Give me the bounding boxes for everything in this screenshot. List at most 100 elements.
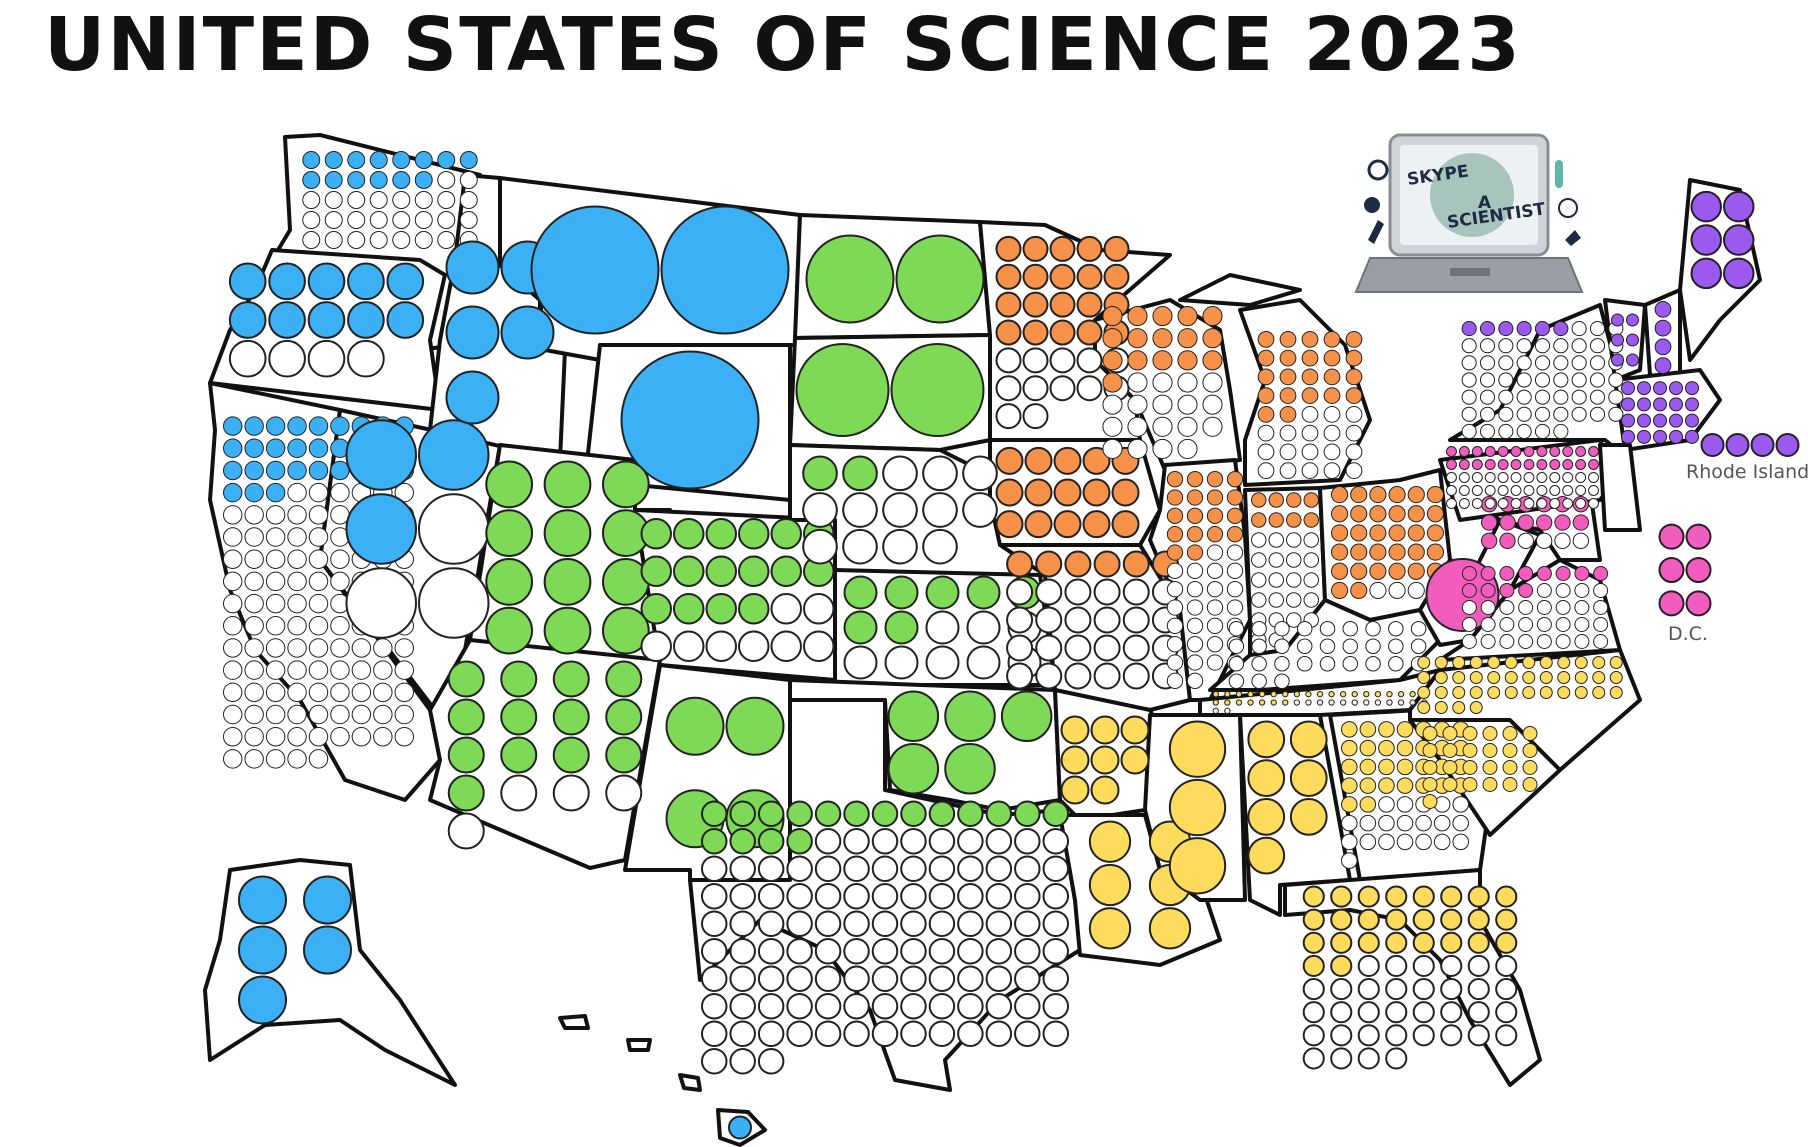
- dot-oregon: [228, 339, 267, 378]
- dot-kentucky: [1251, 638, 1267, 654]
- dot-california: [351, 682, 372, 703]
- dot-north-carolina: [1504, 686, 1518, 699]
- dot-pennsylvania: [1497, 459, 1509, 470]
- dot-florida: [1495, 931, 1518, 954]
- dot-florida: [1440, 954, 1463, 977]
- dot-new-york: [1553, 321, 1569, 337]
- dot-wisconsin: [1202, 416, 1223, 437]
- dot-texas: [729, 1020, 756, 1047]
- dot-virginia: [1555, 583, 1571, 598]
- dot-south-carolina: [1482, 760, 1498, 775]
- dot-florida: [1385, 1024, 1408, 1047]
- dot-new-york: [1479, 389, 1496, 405]
- dot-tennessee: [1235, 699, 1243, 706]
- dot-kentucky: [1274, 621, 1290, 637]
- dot-arizona: [605, 774, 643, 812]
- dot-new-york: [1461, 389, 1477, 405]
- dot-georgia: [1341, 833, 1358, 851]
- dot-ohio: [1388, 562, 1406, 580]
- dot-colorado: [770, 630, 802, 662]
- dot-south-carolina: [1462, 726, 1478, 741]
- dot-texas: [871, 855, 899, 882]
- dot-minnesota: [1076, 263, 1103, 290]
- dot-vermont: [1611, 313, 1624, 327]
- dot-virginia: [1461, 566, 1477, 581]
- dot-texas: [814, 855, 842, 882]
- dot-texas: [729, 938, 756, 965]
- dot-kentucky: [1319, 621, 1336, 637]
- dot-california: [308, 438, 329, 459]
- dot-california: [330, 704, 350, 725]
- dot-colorado: [738, 555, 770, 587]
- dot-iowa: [995, 446, 1024, 475]
- dot-washington: [324, 231, 343, 249]
- dot-south-carolina: [1422, 743, 1438, 758]
- dot-iowa: [1024, 446, 1053, 475]
- dot-california: [287, 749, 307, 769]
- dot-new-york: [1498, 372, 1514, 388]
- dot-florida: [1385, 1047, 1408, 1070]
- dot-georgia: [1359, 777, 1377, 794]
- dot-michigan: [1345, 387, 1363, 404]
- dot-florida: [1385, 954, 1408, 977]
- dot-massachusetts: [1685, 381, 1699, 396]
- dot-florida: [1385, 885, 1408, 908]
- dot-oregon: [347, 301, 385, 339]
- dot-utah: [485, 558, 534, 606]
- dot-washington: [414, 171, 433, 189]
- dot-colorado: [673, 630, 705, 662]
- dot-virginia: [1461, 583, 1477, 598]
- dot-california: [287, 726, 307, 747]
- dot-texas: [1014, 1020, 1041, 1047]
- dot-california: [330, 638, 350, 658]
- dot-south-carolina: [1422, 794, 1438, 809]
- dot-idaho: [445, 370, 500, 425]
- dot-massachusetts: [1653, 381, 1667, 396]
- dot-texas: [871, 1020, 899, 1047]
- dot-wisconsin: [1177, 438, 1198, 459]
- dot-california: [244, 482, 264, 503]
- dot-texas: [757, 910, 785, 937]
- dot-texas: [871, 993, 899, 1020]
- dot-arizona: [447, 698, 485, 736]
- dot-massachusetts: [1685, 413, 1699, 428]
- dot-california: [308, 416, 329, 436]
- dot-south-carolina: [1522, 726, 1538, 741]
- dot-dc: [1685, 590, 1712, 617]
- dot-south-carolina: [1502, 777, 1518, 792]
- dot-pennsylvania: [1536, 459, 1548, 470]
- dot-minnesota: [1049, 375, 1076, 402]
- dot-indiana: [1268, 512, 1284, 528]
- dot-tennessee: [1293, 691, 1301, 698]
- dot-illinois: [1226, 489, 1244, 506]
- dot-dc: [1658, 557, 1685, 583]
- dot-south-dakota: [890, 343, 985, 437]
- dot-massachusetts: [1621, 413, 1635, 428]
- dot-florida: [1440, 931, 1463, 954]
- dot-florida: [1440, 885, 1463, 908]
- dot-pennsylvania: [1510, 472, 1522, 483]
- dot-california: [330, 549, 350, 569]
- dot-michigan: [1257, 443, 1275, 461]
- dot-south-carolina: [1462, 743, 1478, 758]
- dot-north-carolina: [1504, 656, 1518, 669]
- dot-arizona: [605, 736, 643, 774]
- dot-minnesota: [1103, 235, 1130, 262]
- dot-tennessee: [1363, 691, 1370, 698]
- dot-california: [373, 726, 393, 747]
- dot-california: [265, 571, 286, 592]
- dot-washington: [302, 191, 321, 209]
- dot-pennsylvania: [1458, 459, 1470, 470]
- dot-indiana: [1251, 512, 1267, 528]
- dot-kentucky: [1410, 638, 1427, 654]
- dot-california: [308, 549, 329, 569]
- dot-wisconsin: [1177, 350, 1198, 371]
- dot-california: [244, 527, 264, 547]
- dot-ohio: [1350, 543, 1368, 561]
- dot-illinois: [1186, 562, 1204, 579]
- dot-missouri: [1122, 662, 1150, 690]
- dot-indiana: [1268, 532, 1284, 548]
- dot-tennessee: [1235, 691, 1243, 698]
- dot-minnesota: [1022, 347, 1049, 374]
- dot-florida: [1302, 954, 1325, 977]
